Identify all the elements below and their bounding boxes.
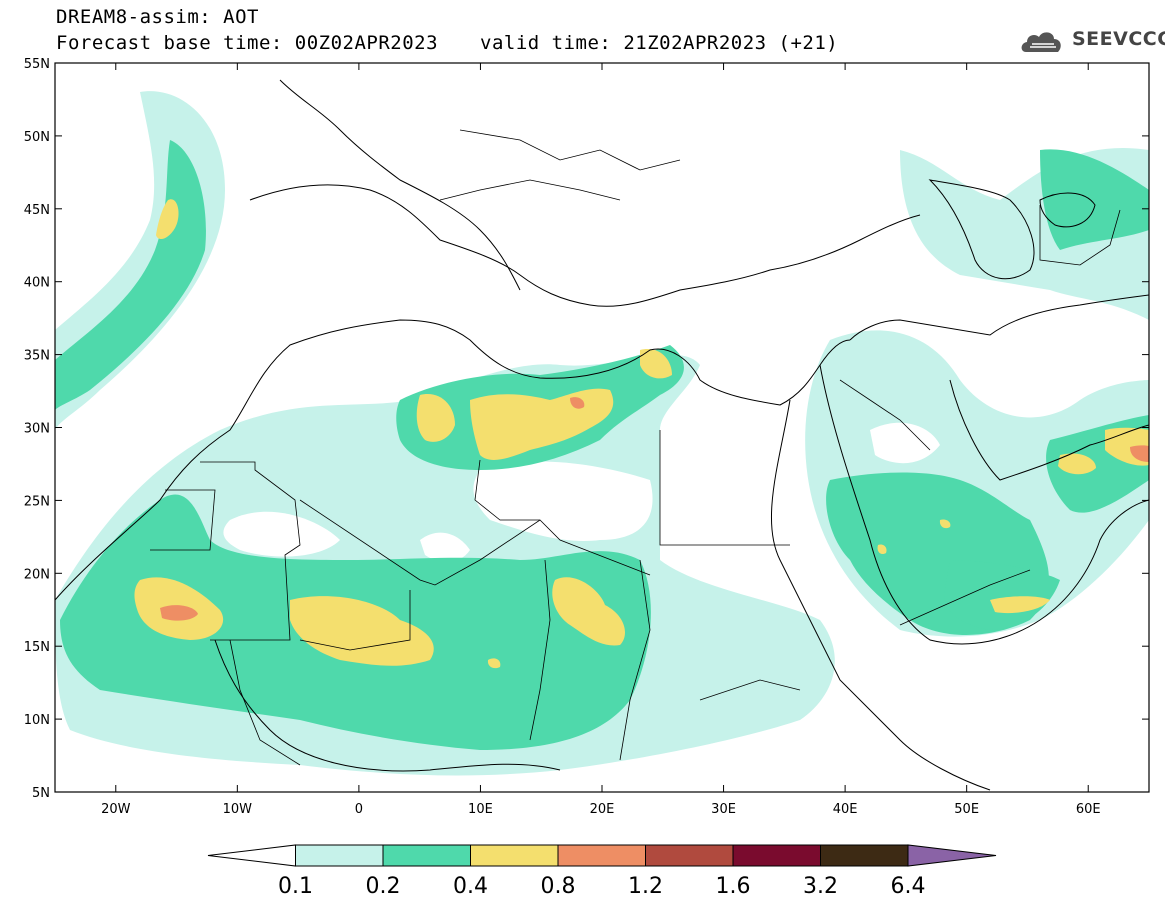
lon-tick-label: 40E xyxy=(833,802,858,817)
lat-tick-label: 45N xyxy=(24,203,50,218)
colorbar-box xyxy=(820,844,909,867)
colorbar-box xyxy=(470,844,559,867)
colorbar-level-label: 1.2 xyxy=(628,874,663,899)
lat-tick-label: 30N xyxy=(24,422,50,437)
colorbar-level-label: 0.2 xyxy=(366,874,401,899)
lon-tick-label: 10W xyxy=(223,802,253,817)
lon-axis: 20W 10W 0 10E 20E 30E 40E 50E 60E xyxy=(101,63,1101,817)
lat-tick-label: 55N xyxy=(24,57,50,72)
colorbar-over-triangle xyxy=(907,844,997,867)
colorbar-box xyxy=(557,844,646,867)
lon-tick-label: 30E xyxy=(711,802,736,817)
colorbar-box xyxy=(295,844,384,867)
lat-tick-label: 5N xyxy=(32,786,50,801)
lon-tick-label: 60E xyxy=(1076,802,1101,817)
time-info: Forecast base time: 00Z02APR2023 valid ti… xyxy=(56,32,838,54)
colorbar-level-label: 0.4 xyxy=(453,874,488,899)
colorbar-level-label: 1.6 xyxy=(716,874,751,899)
colorbar-level-label: 6.4 xyxy=(891,874,926,899)
colorbar-box xyxy=(732,844,821,867)
lat-tick-label: 35N xyxy=(24,349,50,364)
borders xyxy=(150,129,1121,766)
aot-gap xyxy=(223,422,940,562)
lon-tick-label: 0 xyxy=(355,802,363,817)
colorbar-under-triangle xyxy=(207,844,296,867)
aot-contour-0-8 xyxy=(160,397,1149,621)
lon-tick-label: 50E xyxy=(954,802,979,817)
map-title: DREAM8-assim: AOT xyxy=(56,6,259,28)
lat-tick-label: 10N xyxy=(24,713,50,728)
lat-tick-label: 15N xyxy=(24,640,50,655)
colorbar-box xyxy=(382,844,471,867)
cloud-logo-icon xyxy=(1021,32,1061,52)
lat-tick-label: 40N xyxy=(24,276,50,291)
aot-field xyxy=(55,91,1149,776)
colorbar-level-label: 0.8 xyxy=(541,874,576,899)
colorbar-box xyxy=(645,844,734,867)
lat-tick-label: 50N xyxy=(24,130,50,145)
lat-tick-label: 25N xyxy=(24,494,50,509)
base-time: Forecast base time: 00Z02APR2023 xyxy=(56,32,439,54)
logo-text: SEEVCCC xyxy=(1072,28,1165,50)
lon-tick-label: 20W xyxy=(101,802,131,817)
colorbar-level-label: 3.2 xyxy=(803,874,838,899)
coastlines xyxy=(55,79,1149,791)
lat-axis: 55N 50N 45N 40N 35N 30N 25N 20N 15N 10N 5N xyxy=(24,57,1149,801)
lon-tick-label: 10E xyxy=(468,802,493,817)
colorbar-level-label: 0.1 xyxy=(278,874,313,899)
lat-tick-label: 20N xyxy=(24,567,50,582)
lon-tick-label: 20E xyxy=(590,802,615,817)
valid-time: valid time: 21Z02APR2023 (+21) xyxy=(480,32,839,54)
